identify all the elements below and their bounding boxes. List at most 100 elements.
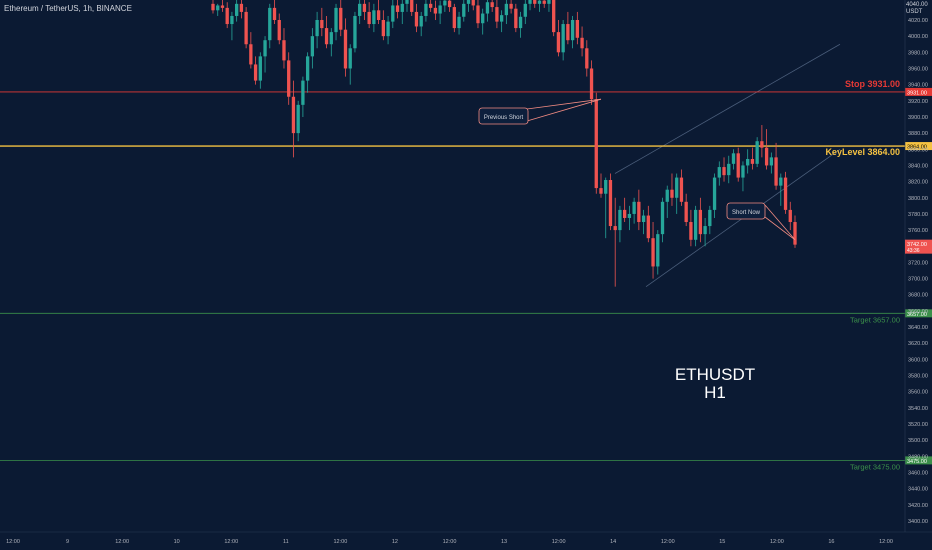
candle-body [623, 209, 627, 218]
candle [499, 10, 504, 33]
candle-body [504, 3, 509, 16]
candle-body [731, 153, 736, 164]
price-axis-currency: USDT [906, 9, 923, 15]
candle-body [528, 0, 532, 4]
candle [220, 0, 225, 12]
candle-body [708, 209, 712, 227]
candle [679, 169, 684, 206]
time-tick-label: 12:00 [6, 539, 20, 545]
price-tick-label: 3420.00 [908, 503, 928, 509]
candle [575, 11, 579, 45]
target-2-label: Target 3475.00 [850, 462, 900, 471]
candle-body [485, 2, 490, 14]
candle-body [570, 20, 575, 41]
symbol-watermark: ETHUSDT H1 [650, 366, 780, 402]
candle-body [443, 0, 447, 6]
candle-body [675, 177, 679, 198]
candle [225, 2, 229, 29]
candle [594, 92, 598, 194]
candle-body [533, 0, 537, 4]
candle [443, 0, 447, 12]
short-now-box [726, 202, 766, 220]
key-level-label: KeyLevel 3864.00 [825, 147, 900, 157]
candle-body [268, 7, 272, 41]
candle [769, 152, 773, 174]
candle [282, 28, 286, 69]
time-tick-label: 12:00 [879, 539, 893, 545]
candle-body [466, 0, 471, 4]
candle [230, 11, 234, 41]
candle [755, 137, 759, 168]
candle [736, 147, 740, 182]
candle-body [585, 48, 589, 69]
candle [296, 100, 300, 142]
candle [244, 7, 248, 49]
candle [708, 205, 712, 235]
time-tick-label: 10 [174, 539, 180, 545]
candle-body [717, 167, 721, 178]
stop-axis-tag: 3931.00 [907, 90, 927, 96]
candle-body [760, 141, 764, 148]
candle-body [258, 56, 262, 81]
candle-body [433, 7, 438, 14]
candle [339, 0, 343, 37]
time-tick-label: 9 [66, 539, 69, 545]
candle [670, 173, 674, 206]
candle [570, 15, 575, 49]
candle-body [684, 201, 688, 223]
candle-body [249, 44, 253, 65]
price-tick-label: 3800.00 [908, 196, 928, 202]
watermark-symbol: ETHUSDT [674, 365, 756, 384]
candle-body [339, 7, 343, 30]
price-tick-label: 3900.00 [908, 115, 928, 121]
candle [561, 20, 565, 61]
candle-body [310, 36, 315, 57]
candle-body [499, 15, 504, 22]
candle [703, 217, 707, 247]
current-price-value: 3742.00 [907, 242, 927, 248]
short-now-text: Short Now [732, 210, 761, 216]
candle-body [447, 0, 452, 8]
candle-body [372, 10, 376, 25]
candle [495, 0, 499, 29]
time-tick-label: 15 [719, 539, 725, 545]
candle [556, 20, 561, 57]
time-tick-label: 12 [392, 539, 398, 545]
key-level-axis-tag: 3864.00 [907, 145, 927, 151]
time-tick-label: 12:00 [443, 539, 457, 545]
candle-body [665, 189, 669, 202]
price-tick-label: 3720.00 [908, 260, 928, 266]
candle [646, 205, 650, 243]
candle [414, 3, 419, 33]
candle [358, 0, 362, 25]
candle [433, 0, 438, 20]
candle [471, 0, 475, 11]
symbol-title: Ethereum / TetherUS, 1h, BINANCE [4, 4, 132, 13]
candle-body [722, 167, 726, 176]
candle-body [220, 5, 225, 8]
price-tick-label: 4000.00 [908, 34, 928, 40]
candle-body [537, 0, 542, 4]
candle-body [651, 238, 655, 267]
candle [258, 52, 262, 89]
candle-body [353, 15, 357, 49]
candle [353, 11, 357, 53]
channel-upper-line [614, 43, 841, 174]
candle [216, 3, 220, 16]
candle [613, 197, 617, 287]
price-tick-label: 3920.00 [908, 99, 928, 105]
candle-body [230, 15, 234, 25]
candle [253, 56, 258, 85]
candle [760, 125, 764, 158]
candle-body [779, 177, 783, 186]
candle-body [656, 234, 660, 267]
candle [788, 201, 792, 231]
candle [504, 0, 509, 25]
candle-body [410, 0, 414, 12]
candle-body [774, 157, 778, 186]
price-tick-label: 3980.00 [908, 50, 928, 56]
price-tick-label: 3660.00 [908, 309, 928, 315]
price-tick-label: 3440.00 [908, 487, 928, 493]
candle-body [589, 68, 594, 100]
